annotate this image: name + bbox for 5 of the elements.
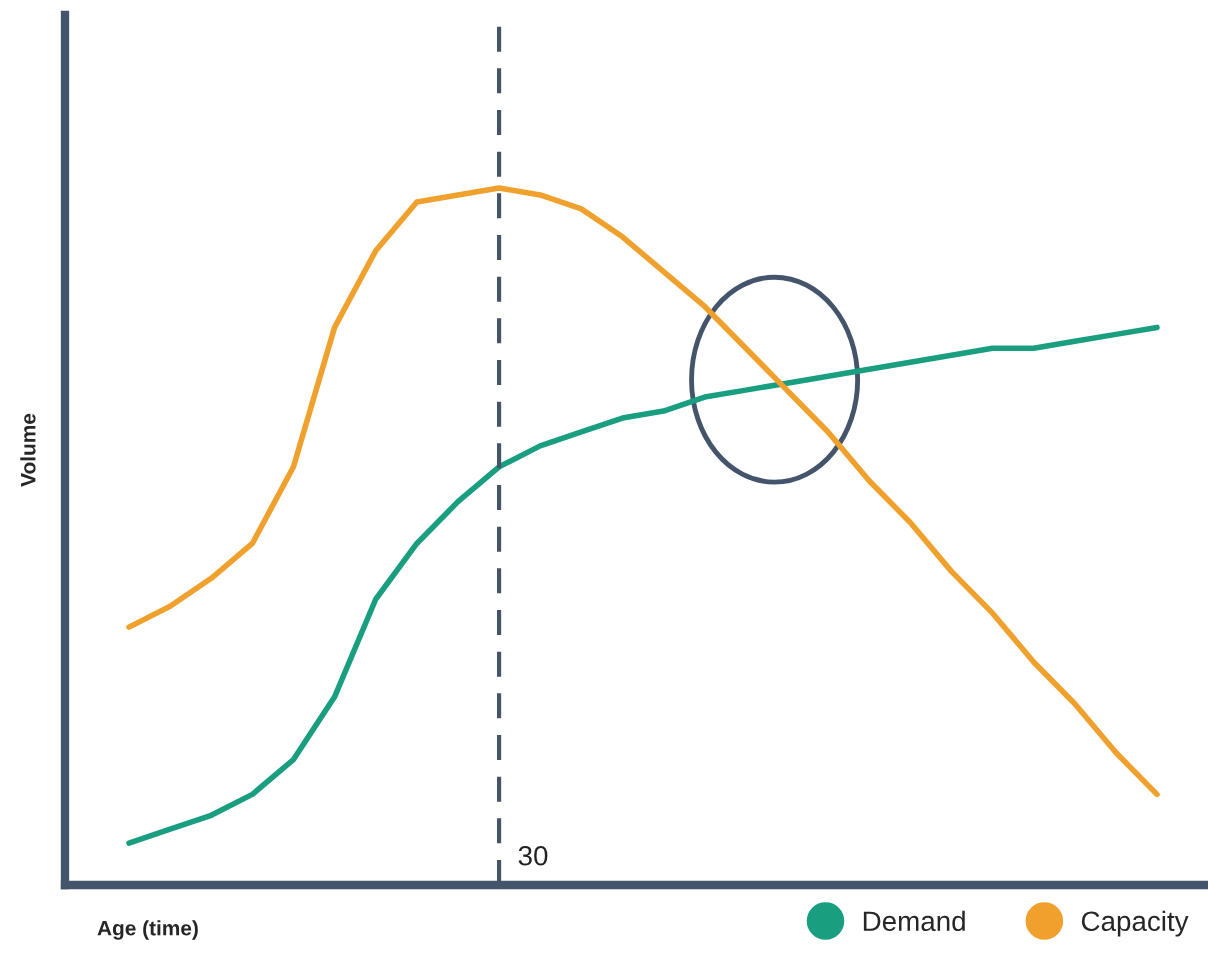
legend-label: Demand xyxy=(863,910,965,932)
y-axis-title: Volume xyxy=(20,413,36,487)
x-axis-title: Age (time) xyxy=(97,920,198,940)
legend-label: Capacity xyxy=(1081,910,1189,937)
annotation: 30 xyxy=(518,845,548,866)
